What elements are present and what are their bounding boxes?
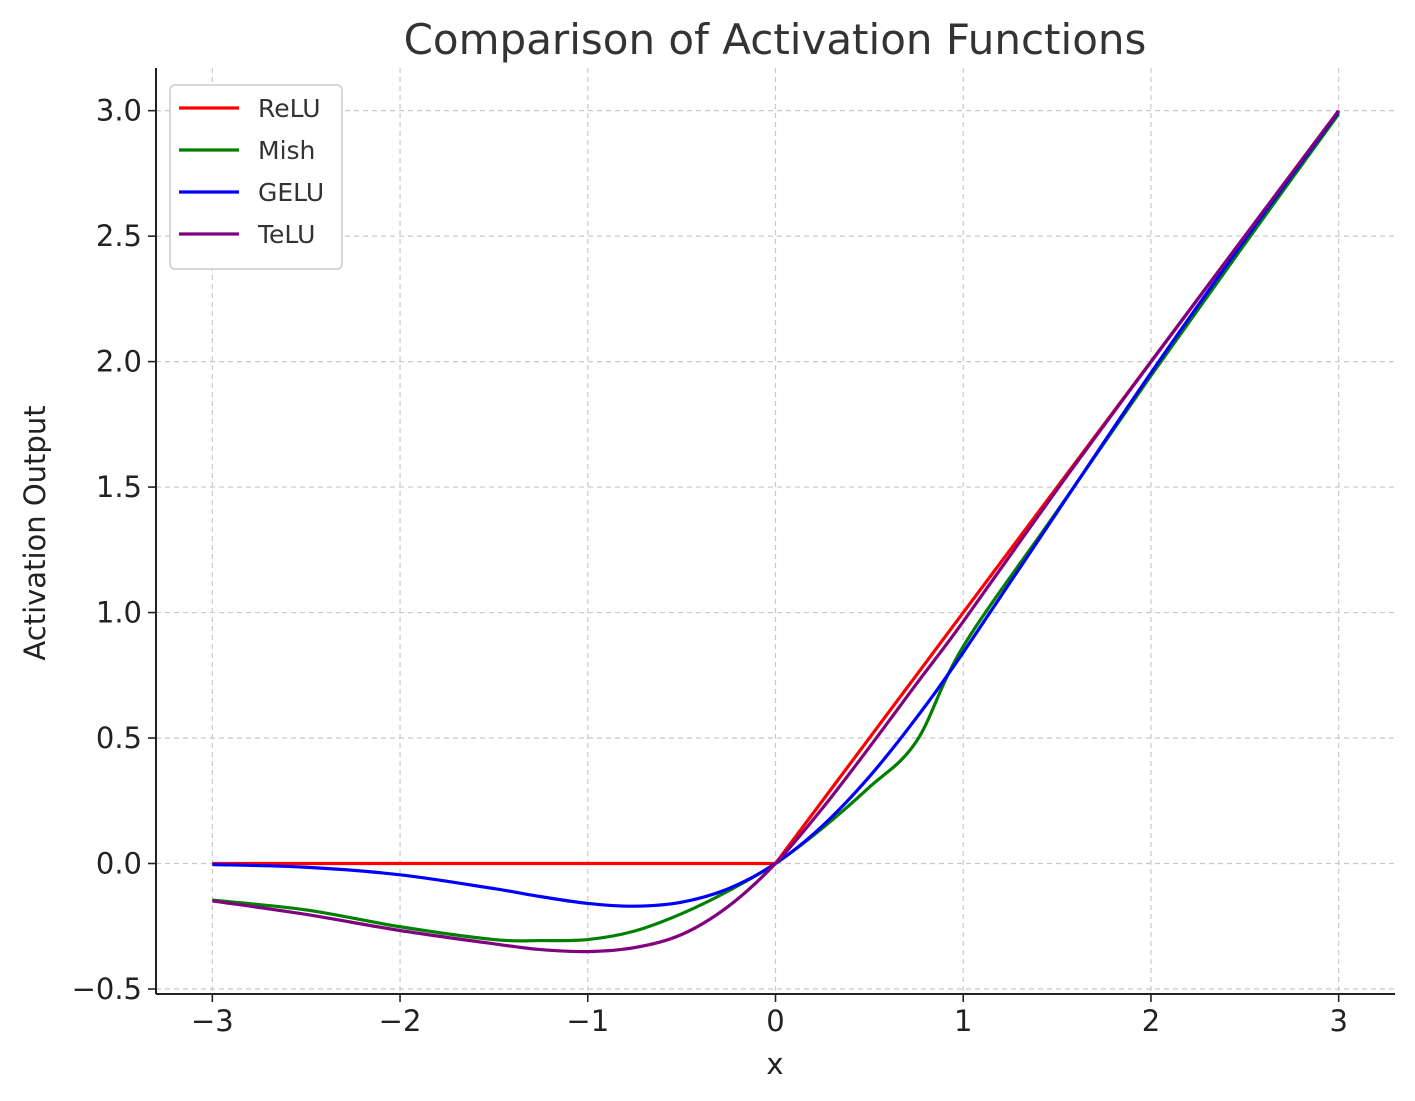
x-tick-label: 0: [766, 1004, 784, 1038]
y-tick-label: 0.5: [96, 721, 142, 755]
chart-title: Comparison of Activation Functions: [404, 15, 1147, 64]
y-tick-label: 2.0: [96, 345, 142, 379]
y-ticks: −0.5 0.0 0.5 1.0 1.5 2.0 2.5 3.0: [72, 94, 156, 1006]
x-tick-label: −2: [379, 1004, 422, 1038]
series-lines: [212, 109, 1340, 954]
series-line-gelu: [212, 110, 1340, 908]
y-tick-label: 1.5: [96, 470, 142, 504]
legend-label-telu: TeLU: [257, 220, 315, 249]
y-tick-label: 1.0: [96, 596, 142, 630]
legend: ReLU Mish GELU TeLU: [169, 84, 343, 270]
x-tick-label: 2: [1142, 1004, 1160, 1038]
y-tick-label: 2.5: [96, 219, 142, 253]
legend-label-mish: Mish: [258, 136, 315, 165]
x-tick-label: 3: [1329, 1004, 1347, 1038]
legend-label-relu: ReLU: [258, 94, 321, 123]
y-tick-label: 3.0: [96, 94, 142, 128]
x-tick-label: −3: [191, 1004, 234, 1038]
y-tick-label: −0.5: [72, 972, 142, 1006]
legend-box: [169, 84, 343, 270]
y-tick-label: 0.0: [96, 847, 142, 881]
y-axis-label: Activation Output: [18, 405, 52, 660]
legend-label-gelu: GELU: [258, 178, 324, 207]
x-axis-label: x: [766, 1047, 783, 1081]
x-tick-label: −1: [566, 1004, 609, 1038]
grid: [156, 68, 1395, 994]
x-tick-label: 1: [954, 1004, 972, 1038]
series-line-telu: [212, 109, 1340, 954]
x-ticks: −3 −2 −1 0 1 2 3: [191, 994, 1348, 1038]
